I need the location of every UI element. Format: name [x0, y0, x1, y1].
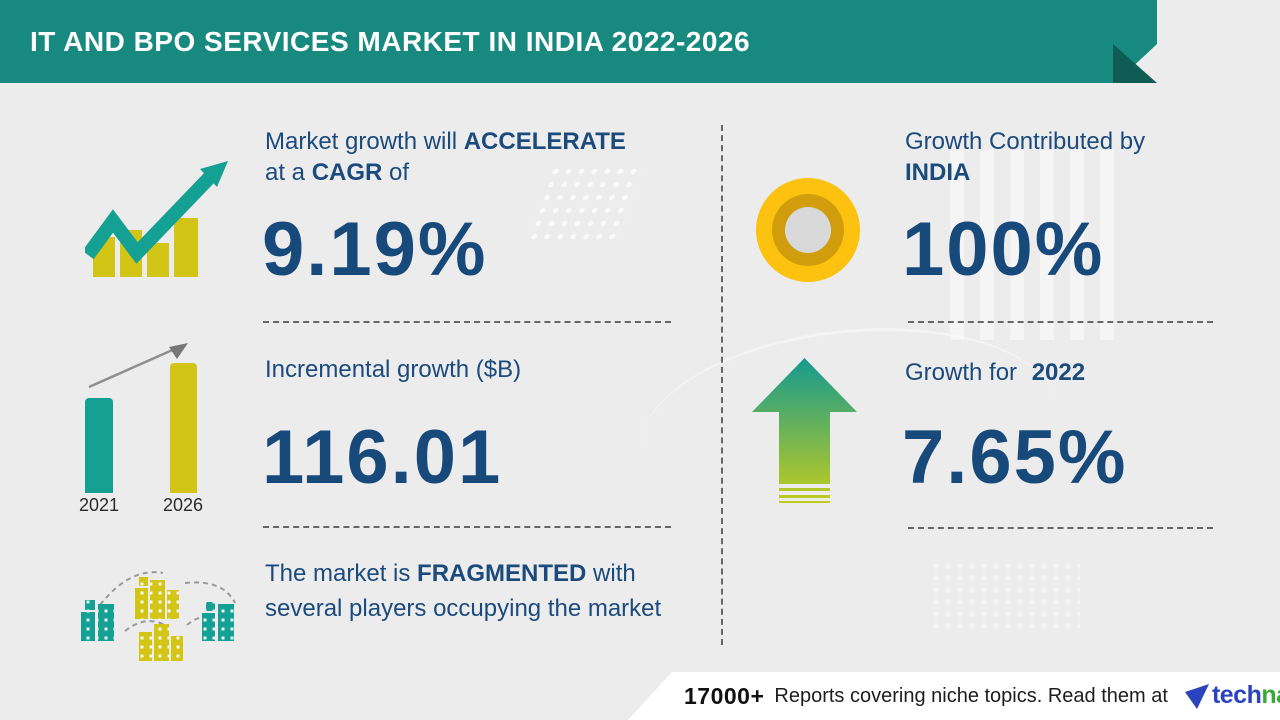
- bar-end-year-label: 2026: [162, 495, 204, 515]
- column-divider: [721, 125, 723, 645]
- trend-arrow-icon: [88, 343, 188, 389]
- contribution-statement: Growth Contributed by INDIA: [905, 126, 1225, 188]
- up-arrow-icon: [752, 358, 857, 503]
- bar-compare-icon: 2021 2026: [75, 335, 215, 515]
- contribution-region: INDIA: [905, 159, 971, 186]
- page-title: IT AND BPO SERVICES MARKET IN INDIA 2022…: [30, 25, 751, 57]
- fragmented-word: FRAGMENTED: [417, 560, 587, 587]
- fragmentation-text: with several players occupying the marke…: [265, 560, 662, 622]
- cagr-accelerate-word: ACCELERATE: [463, 128, 626, 155]
- technavio-logo: tech navio ™: [1184, 682, 1280, 710]
- brand-word-tech: tech: [1211, 681, 1262, 709]
- separator-line: [908, 527, 1213, 529]
- yoy-growth-value: 7.65%: [902, 415, 1128, 500]
- yoy-growth-year: 2022: [1031, 359, 1086, 386]
- separator-line: [263, 526, 671, 528]
- cagr-text: of: [382, 159, 410, 186]
- header-ribbon: IT AND BPO SERVICES MARKET IN INDIA 2022…: [0, 0, 1157, 83]
- growth-trend-icon: [85, 161, 228, 277]
- incremental-growth-label: Incremental growth ($B): [265, 356, 522, 383]
- technavio-flag-icon: [1184, 684, 1209, 709]
- footer-bar: 17000+ Reports covering niche topics. Re…: [628, 672, 1280, 720]
- bar-2026: [170, 363, 197, 493]
- separator-line: [908, 321, 1213, 323]
- contribution-label: Growth Contributed by: [905, 128, 1146, 155]
- incremental-growth-value: 116.01: [262, 415, 503, 500]
- fragmentation-statement: The market is FRAGMENTED with several pl…: [265, 556, 685, 626]
- fragmentation-text: The market is: [265, 560, 418, 587]
- contribution-value: 100%: [902, 207, 1105, 292]
- yoy-growth-statement: Growth for 2022: [905, 357, 1085, 388]
- separator-line: [263, 321, 671, 323]
- cagr-statement: Market growth will ACCELERATE at a CAGR …: [265, 126, 685, 188]
- cagr-value: 9.19%: [262, 207, 488, 292]
- donut-chart-icon: [756, 178, 860, 282]
- yoy-growth-label: Growth for: [905, 359, 1018, 386]
- footer-message: Reports covering niche topics. Read them…: [774, 684, 1168, 707]
- cagr-text: at a: [265, 159, 312, 186]
- cagr-text: Market growth will: [265, 128, 464, 155]
- bar-start-year-label: 2021: [78, 495, 120, 515]
- bar-2021: [85, 398, 113, 493]
- background-dot-pattern: [930, 560, 1080, 630]
- ribbon-fold: [1113, 44, 1157, 83]
- cagr-word: CAGR: [311, 159, 383, 186]
- buildings-network-icon: [81, 571, 236, 661]
- brand-word-navio: navio: [1261, 681, 1280, 709]
- reports-count: 17000+: [684, 682, 765, 709]
